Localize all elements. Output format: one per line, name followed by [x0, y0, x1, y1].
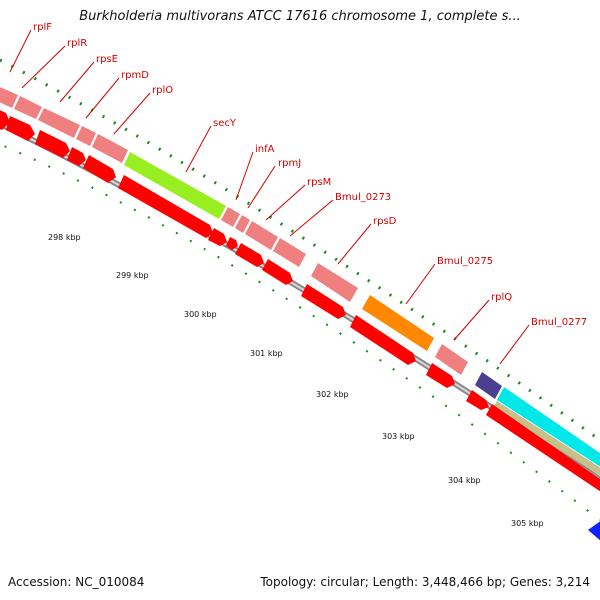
cds-red-9[interactable] [235, 243, 264, 267]
cds-red-1[interactable] [0, 108, 10, 130]
cds-red-3[interactable] [35, 130, 70, 158]
gene-rpsM[interactable] [245, 221, 278, 250]
cds-red-13[interactable] [426, 363, 455, 388]
gene-label-rpsM: rpsM [307, 177, 331, 188]
gene-tan[interactable] [493, 401, 600, 482]
gene-label-rpmJ: rpmJ [278, 158, 301, 169]
ruler-label: 301 kbp [250, 349, 283, 358]
gene-rpsE[interactable] [38, 108, 80, 138]
cds-red-12[interactable] [350, 315, 416, 365]
cds-red-10[interactable] [262, 259, 293, 285]
gene-infA[interactable] [221, 207, 240, 227]
ruler-label: 305 kbp [511, 519, 544, 528]
cds-red-15[interactable] [486, 404, 600, 498]
gene-cyan[interactable] [497, 387, 600, 473]
ruler-label: 302 kbp [316, 390, 349, 399]
ruler-label: 299 kbp [116, 271, 149, 280]
outer-tick-track [0, 58, 600, 442]
gene-label-Bmul_0273: Bmul_0273 [335, 192, 391, 203]
map-title: Burkholderia multivorans ATCC 17616 chro… [79, 9, 521, 24]
topology-text: Topology: circular; Length: 3,448,466 bp… [260, 575, 590, 589]
cds-red-4[interactable] [67, 147, 86, 166]
cds-red-7[interactable] [208, 228, 227, 246]
gene-label-rplF: rplF [33, 22, 52, 33]
dotted-grid-line [0, 143, 600, 521]
cds-red-6[interactable] [118, 175, 213, 238]
ruler-label-layer: 298 kbp 299 kbp 300 kbp 301 kbp 302 kbp 303 k… [48, 233, 544, 528]
gene-rplR[interactable] [14, 96, 42, 119]
gene-label-rplR: rplR [67, 38, 87, 49]
cds-blue[interactable] [588, 520, 600, 542]
gene-label-rpsD: rpsD [373, 216, 397, 227]
gene-rplO[interactable] [92, 134, 128, 163]
ruler-label: 300 kbp [184, 310, 217, 319]
ruler-label: 303 kbp [382, 432, 415, 441]
gene-label-rplQ: rplQ [491, 292, 512, 303]
gene-label-rplO: rplO [152, 85, 173, 96]
gene-Bmul_0277[interactable] [475, 372, 502, 399]
gene-Bmul_0275[interactable] [362, 295, 434, 351]
gene-rpmJ[interactable] [235, 215, 250, 233]
gene-label-Bmul_0275: Bmul_0275 [437, 256, 493, 267]
cds-red-11[interactable] [301, 284, 346, 319]
gene-label-Bmul_0277: Bmul_0277 [531, 317, 587, 328]
gene-rpsK[interactable] [273, 238, 306, 267]
cds-red-8[interactable] [226, 237, 238, 250]
ruler-label: 304 kbp [448, 476, 481, 485]
ruler-label: 298 kbp [48, 233, 81, 242]
gene-label-infA: infA [255, 144, 275, 155]
cds-red-2[interactable] [6, 116, 35, 141]
accession-text: Accession: NC_010084 [8, 575, 145, 589]
gene-label-rpmD: rpmD [121, 70, 149, 81]
gene-label-rpsE: rpsE [96, 54, 118, 65]
cds-red-5[interactable] [83, 155, 116, 183]
gene-secY[interactable] [124, 152, 226, 219]
label-leader-lines [9, 29, 530, 365]
gene-rpmD[interactable] [76, 126, 96, 146]
gene-label-secY: secY [213, 118, 237, 129]
cds-red-14[interactable] [466, 390, 489, 410]
gene-rplQ[interactable] [435, 344, 468, 375]
gene-tracks[interactable] [0, 85, 600, 542]
gene-rplF[interactable] [0, 85, 18, 108]
gene-rpsD[interactable] [311, 263, 358, 302]
